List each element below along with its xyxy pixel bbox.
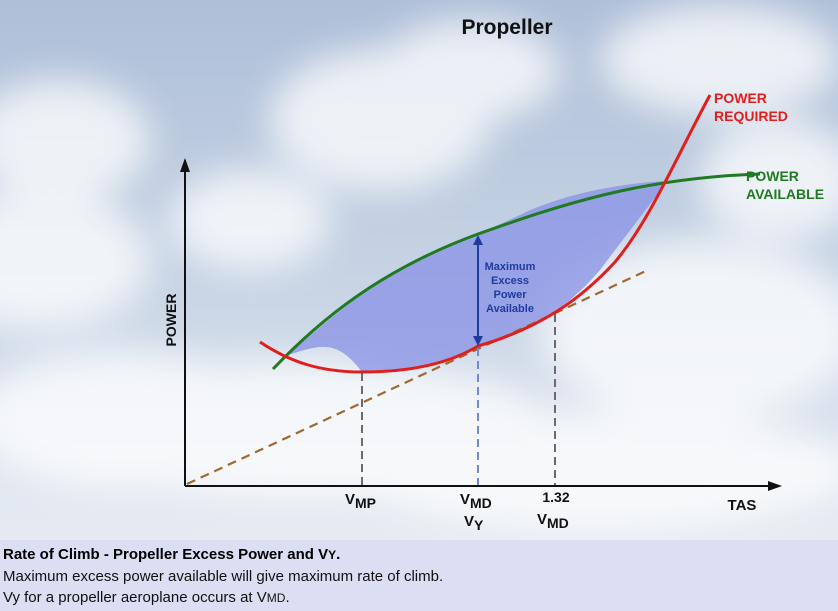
- excess-label-line: Power: [493, 289, 527, 301]
- x-axis-arrowhead: [768, 481, 782, 491]
- caption-title: Rate of Climb - Propeller Excess Power a…: [3, 546, 341, 563]
- diagram-canvas: Propeller POWER TAS Maximum Excess Power…: [0, 0, 838, 540]
- excess-label-line: Excess: [491, 275, 529, 287]
- vmd-label: VMD: [460, 491, 492, 511]
- excess-label-line: Available: [486, 303, 534, 315]
- power-required-label: POWER REQUIRED: [714, 90, 788, 124]
- max-excess-power-label: Maximum Excess Power Available: [485, 261, 536, 315]
- excess-label-line: Maximum: [485, 261, 536, 273]
- vmd-132-label: VMD: [537, 511, 569, 531]
- y-axis-label: POWER: [163, 294, 179, 347]
- vy-label: VY: [464, 513, 484, 533]
- power-required-curve: [259, 94, 712, 374]
- x-axis-label: TAS: [728, 497, 757, 514]
- diagram-title: Propeller: [461, 16, 552, 39]
- vmp-label: VMP: [345, 491, 376, 511]
- power-required-label-line1: POWER: [714, 90, 767, 106]
- power-available-label-line1: POWER: [746, 168, 799, 184]
- caption-panel: Rate of Climb - Propeller Excess Power a…: [0, 540, 838, 611]
- y-axis-arrowhead: [180, 158, 190, 172]
- power-available-curve: [271, 172, 761, 371]
- power-available-label-line2: AVAILABLE: [746, 186, 824, 202]
- caption-line-2: Vy for a propeller aeroplane occurs at V…: [3, 589, 290, 606]
- power-required-label-line2: REQUIRED: [714, 108, 788, 124]
- tangent-line: [186, 269, 649, 485]
- vmd-132-prefix: 1.32: [542, 489, 569, 505]
- caption-line-1: Maximum excess power available will give…: [3, 568, 444, 585]
- power-available-label: POWER AVAILABLE: [746, 168, 824, 202]
